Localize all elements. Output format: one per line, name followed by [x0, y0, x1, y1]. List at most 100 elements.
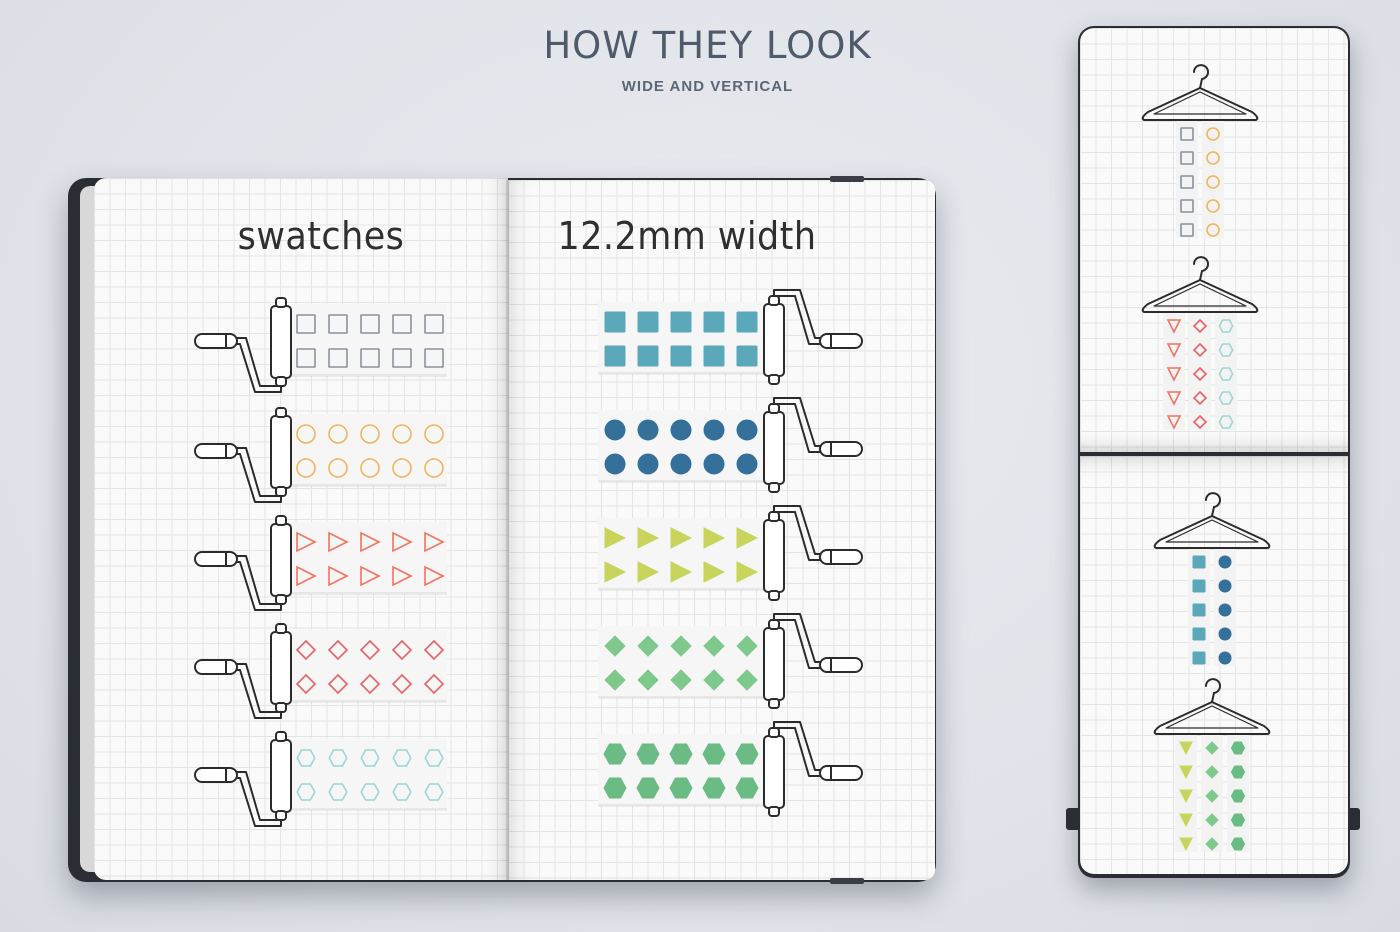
hexagon-mark [636, 777, 660, 799]
paint-roller-left-5 [194, 731, 447, 827]
tape-shadow [598, 696, 764, 699]
triangle-mark [1179, 741, 1193, 756]
triangle-mark [1166, 367, 1182, 382]
tape-strip [292, 304, 447, 376]
triangle-mark [1179, 813, 1193, 828]
triangle-mark [392, 531, 413, 553]
hexagon-mark [735, 777, 759, 799]
circle-mark [670, 419, 692, 441]
circle-mark [296, 458, 316, 478]
roller-cap-top [275, 297, 287, 308]
diamond-mark [327, 673, 349, 695]
diamond-mark [1192, 342, 1208, 358]
triangle-mark [670, 527, 693, 549]
roller-cap-bottom [768, 482, 780, 493]
roller-cylinder [763, 303, 785, 377]
diamond-mark [1192, 414, 1208, 430]
diamond-mark [604, 635, 626, 657]
paint-roller-right-3 [598, 505, 863, 601]
diamond-mark [391, 639, 413, 661]
roller-handle [819, 549, 863, 565]
circle-mark [604, 453, 626, 475]
square-mark [1192, 627, 1206, 641]
hexagon-mark [392, 783, 412, 801]
diamond-mark [604, 669, 626, 691]
hexagon-mark [1218, 367, 1234, 381]
circle-mark [328, 424, 348, 444]
header-subtitle: WIDE AND VERTICAL [621, 78, 794, 95]
hanger-hook [1193, 256, 1209, 281]
square-mark [328, 314, 348, 334]
diamond-mark [1192, 318, 1208, 334]
diamond-mark [703, 635, 725, 657]
circle-mark [1206, 223, 1220, 237]
hexagon-mark [328, 783, 348, 801]
hexagon-mark [328, 749, 348, 767]
paint-roller-left-2 [194, 407, 447, 503]
roller-cylinder [270, 631, 292, 705]
roller-frame-inner [774, 295, 823, 345]
roller-frame [773, 613, 823, 663]
vertical-band-left [1066, 808, 1080, 830]
paint-roller-right-2 [598, 397, 863, 493]
diamond-mark [736, 669, 758, 691]
hexagon-mark [1230, 765, 1246, 779]
square-mark [1180, 175, 1194, 189]
diamond-mark [1205, 765, 1219, 779]
hexagon-mark [296, 749, 316, 767]
roller-cap-top [768, 403, 780, 414]
hanger-hook [1205, 678, 1221, 703]
square-mark [328, 348, 348, 368]
square-mark [360, 348, 380, 368]
diamond-mark [637, 669, 659, 691]
square-mark [392, 348, 412, 368]
triangle-mark [604, 561, 627, 583]
square-mark [1180, 199, 1194, 213]
hexagon-mark [296, 783, 316, 801]
tape-shadow [292, 808, 447, 811]
tape-shadow [598, 372, 764, 375]
hexagon-mark [360, 783, 380, 801]
hexagon-mark [1218, 415, 1234, 429]
roller-cap-top [768, 295, 780, 306]
hanger-hook [1193, 64, 1209, 89]
circle-mark [703, 419, 725, 441]
circle-mark [424, 458, 444, 478]
roller-cap-top [275, 623, 287, 634]
triangle-mark [360, 565, 381, 587]
roller-handle [194, 443, 238, 459]
square-mark [1180, 151, 1194, 165]
hanger-1 [1141, 64, 1259, 238]
square-mark [424, 314, 444, 334]
hexagon-mark [669, 743, 693, 765]
hexagon-mark [1218, 343, 1234, 357]
roller-handle [194, 659, 238, 675]
roller-cylinder [270, 523, 292, 597]
header-title: HOW THEY LOOK [543, 24, 872, 67]
hexagon-mark [424, 783, 444, 801]
square-mark [703, 345, 725, 367]
circle-mark [703, 453, 725, 475]
circle-mark [736, 453, 758, 475]
triangle-mark [1179, 765, 1193, 780]
hexagon-mark [1218, 319, 1234, 333]
hanger-4 [1153, 678, 1271, 852]
diamond-mark [703, 669, 725, 691]
circle-mark [1206, 127, 1220, 141]
tape-shadow [598, 804, 764, 807]
circle-mark [1218, 555, 1232, 569]
hanging-tape [1189, 312, 1211, 430]
diamond-mark [1192, 390, 1208, 406]
paint-roller-left-1 [194, 297, 447, 393]
hexagon-mark [735, 743, 759, 765]
triangle-mark [703, 527, 726, 549]
roller-cap-top [275, 731, 287, 742]
hexagon-mark [1230, 837, 1246, 851]
triangle-mark [1166, 391, 1182, 406]
roller-frame [773, 289, 823, 339]
triangle-mark [424, 531, 445, 553]
roller-cap-top [768, 511, 780, 522]
roller-cylinder [763, 735, 785, 809]
triangle-mark [1166, 343, 1182, 358]
roller-frame-inner [232, 555, 281, 605]
